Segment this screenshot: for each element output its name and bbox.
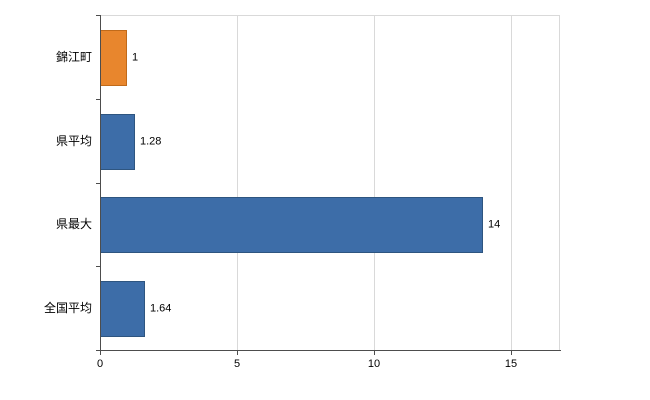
plot-area: 1 1.28 14 1.64 <box>100 15 560 350</box>
bar-全国平均 <box>100 281 145 337</box>
y-axis-tick <box>96 350 100 351</box>
x-axis-tick <box>100 351 101 355</box>
category-label: 錦江町 <box>55 50 92 64</box>
x-axis-tick <box>374 351 375 355</box>
bar-県平均 <box>100 114 135 170</box>
category-label: 県平均 <box>55 134 92 148</box>
x-axis-tick <box>511 351 512 355</box>
bar-県最大 <box>100 197 483 253</box>
x-tick-label: 15 <box>504 358 518 370</box>
category-label: 全国平均 <box>43 301 92 315</box>
y-axis-tick <box>96 183 100 184</box>
y-axis-tick <box>96 266 100 267</box>
gridline <box>237 16 238 350</box>
y-axis-tick <box>96 15 100 16</box>
x-tick-label: 0 <box>96 358 104 370</box>
y-axis-tick <box>96 99 100 100</box>
gridline <box>511 16 512 350</box>
bar-錦江町 <box>100 30 127 86</box>
bar-value-label: 14 <box>488 218 501 231</box>
gridline <box>374 16 375 350</box>
y-axis-line <box>100 15 101 351</box>
x-axis-tick <box>237 351 238 355</box>
x-tick-label: 5 <box>233 358 241 370</box>
x-axis-line <box>100 350 561 351</box>
x-tick-label: 10 <box>367 358 381 370</box>
bar-value-label: 1.64 <box>150 302 172 315</box>
category-label: 県最大 <box>55 217 92 231</box>
bar-value-label: 1.28 <box>140 135 162 148</box>
bar-value-label: 1 <box>132 51 139 64</box>
